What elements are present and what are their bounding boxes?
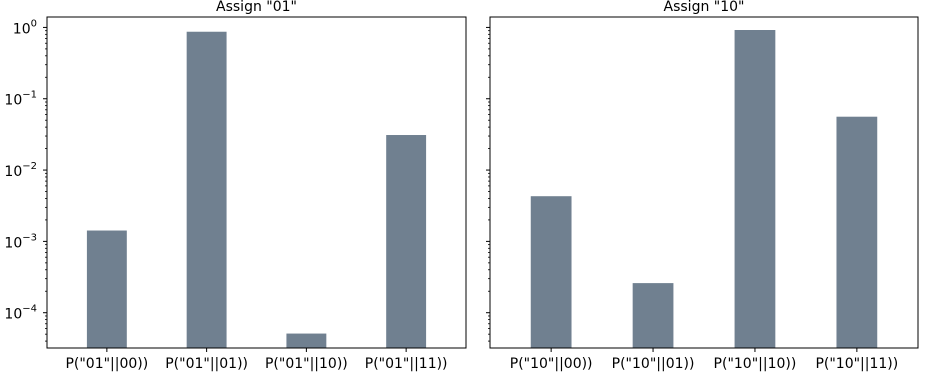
y-tick-label-base: 10 <box>4 164 22 180</box>
y-tick-label-base: 10 <box>4 307 22 323</box>
x-tick-label-1: P("01"||00)) <box>65 356 148 372</box>
x-tick-label-2: P("01"||01)) <box>165 356 248 372</box>
x-tick-label-3: P("01"||10)) <box>265 356 348 372</box>
y-tick-label-2: 10−1 <box>4 90 37 109</box>
bar-4 <box>386 135 427 348</box>
y-tick-label-1: 100 <box>13 18 37 37</box>
x-tick-label-1: P("10"||00)) <box>510 356 593 372</box>
y-tick-label-base: 10 <box>13 21 31 37</box>
bar-1 <box>86 230 127 348</box>
y-tick-label-4: 10−3 <box>4 232 37 251</box>
y-tick-label-base: 10 <box>4 93 22 109</box>
y-tick-label-exponent: −3 <box>22 232 37 243</box>
x-tick-label-4: P("01"||11)) <box>365 356 448 372</box>
bar-4 <box>836 116 878 348</box>
x-tick-label-4: P("10"||11)) <box>815 356 898 372</box>
bar-3 <box>286 333 327 348</box>
chart-title: Assign "10" <box>664 0 745 15</box>
plot-frame <box>489 16 919 349</box>
chart-title: Assign "01" <box>216 0 297 15</box>
y-tick-label-exponent: −4 <box>22 304 37 315</box>
y-tick-label-exponent: 0 <box>31 18 37 29</box>
y-tick-label-exponent: −2 <box>22 161 37 172</box>
bar-2 <box>632 283 674 348</box>
y-tick-label-3: 10−2 <box>4 161 37 180</box>
bar-1 <box>530 196 572 348</box>
right-chart-panel: Assign "10" P("10"||00)) P("10"||01)) P("10… <box>486 0 919 372</box>
x-tick-label-2: P("10"||01)) <box>612 356 695 372</box>
y-tick-label-base: 10 <box>4 235 22 251</box>
y-tick-label-exponent: −1 <box>22 90 37 101</box>
x-tick-label-3: P("10"||10)) <box>714 356 797 372</box>
bar-3 <box>734 30 776 348</box>
bar-2 <box>186 31 227 348</box>
left-chart-panel: Assign "01" P("01"||00)) P("01"||01)) P("01… <box>4 0 467 372</box>
plot-frame <box>46 16 467 349</box>
y-tick-label-5: 10−4 <box>4 304 37 323</box>
